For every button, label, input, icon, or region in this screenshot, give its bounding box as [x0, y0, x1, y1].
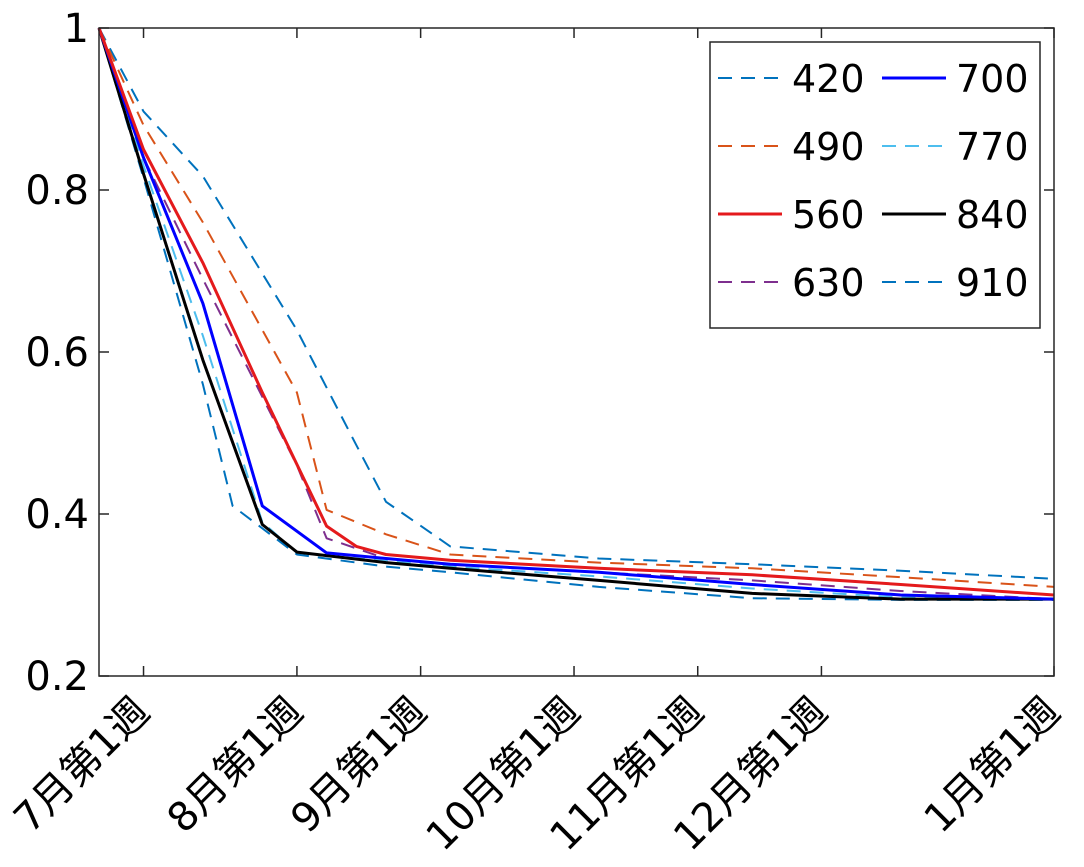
x-tick-label: 9月第1週	[282, 689, 435, 842]
y-tick-label: 1	[64, 6, 89, 52]
legend-label-630: 630	[792, 261, 865, 305]
legend-label-910: 910	[956, 261, 1029, 305]
legend-label-560: 560	[792, 193, 865, 237]
x-tick-label: 1月第1週	[916, 689, 1069, 842]
y-tick-label: 0.2	[25, 654, 89, 700]
legend-label-770: 770	[956, 125, 1029, 169]
legend-label-700: 700	[956, 57, 1029, 101]
x-tick-label: 7月第1週	[5, 689, 158, 842]
y-tick-label: 0.4	[25, 492, 89, 538]
legend-label-840: 840	[956, 193, 1029, 237]
y-tick-label: 0.8	[25, 168, 89, 214]
legend-label-490: 490	[792, 125, 865, 169]
legend-label-420: 420	[792, 57, 865, 101]
y-tick-label: 0.6	[25, 330, 89, 376]
legend: 420 490 560 630 700 770 840 910	[710, 42, 1040, 328]
x-tick-label: 8月第1週	[159, 689, 312, 842]
